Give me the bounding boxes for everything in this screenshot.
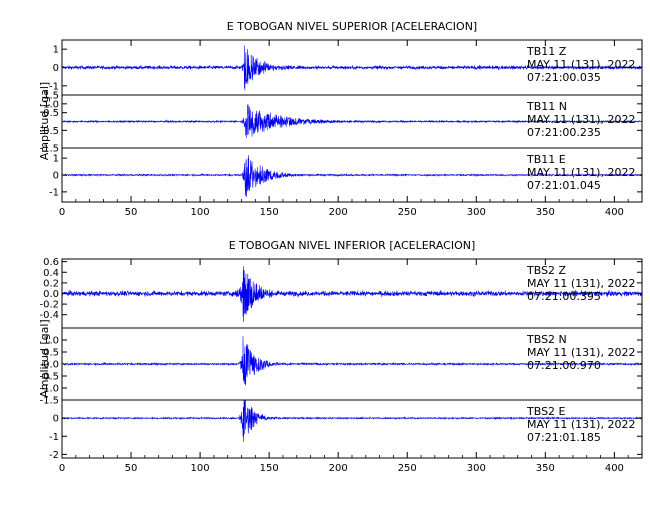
y-tick-label: 1.5 bbox=[43, 91, 59, 102]
station-label-line-2: MAY 11 (131), 2022 bbox=[527, 418, 635, 431]
station-label-line-3: 07:21:00.235 bbox=[527, 126, 601, 139]
station-label-line-3: 07:21:01.045 bbox=[527, 179, 601, 192]
x-tick-label: 50 bbox=[125, 207, 138, 218]
y-tick-label: 0.0 bbox=[43, 360, 59, 371]
y-tick-label: -0.5 bbox=[39, 372, 59, 383]
trace-z bbox=[61, 266, 643, 322]
x-tick-label: 100 bbox=[191, 463, 210, 474]
station-label-line-1: TB11 N bbox=[526, 100, 567, 113]
y-tick-label: -1.5 bbox=[39, 144, 59, 155]
x-tick-label: 300 bbox=[467, 463, 486, 474]
x-tick-label: 400 bbox=[605, 207, 624, 218]
x-tick-label: 250 bbox=[398, 463, 417, 474]
y-tick-label: 1.0 bbox=[43, 336, 59, 347]
y-tick-label: -0.2 bbox=[39, 300, 59, 311]
chart-title: E TOBOGAN NIVEL INFERIOR [ACELERACION] bbox=[229, 239, 476, 252]
trace-e bbox=[61, 155, 643, 197]
x-tick-label: 150 bbox=[260, 463, 279, 474]
station-label-line-3: 07:21:00.395 bbox=[527, 290, 601, 303]
y-tick-label: -1 bbox=[49, 432, 59, 443]
station-label-line-1: TB11 E bbox=[526, 153, 566, 166]
y-axis-label: Amplitud [gal] bbox=[38, 319, 51, 397]
station-label-line-3: 07:21:01.185 bbox=[527, 431, 601, 444]
y-tick-label: 0 bbox=[53, 63, 59, 74]
x-tick-label: 200 bbox=[329, 463, 348, 474]
trace-e bbox=[61, 399, 643, 442]
x-tick-label: 150 bbox=[260, 207, 279, 218]
station-label-line-2: MAY 11 (131), 2022 bbox=[527, 346, 635, 359]
station-label-line-2: MAY 11 (131), 2022 bbox=[527, 166, 635, 179]
y-tick-label: -1 bbox=[49, 81, 59, 92]
x-tick-label: 50 bbox=[125, 463, 138, 474]
y-tick-label: 0.4 bbox=[43, 268, 59, 279]
x-tick-label: 350 bbox=[536, 463, 555, 474]
y-tick-label: 0.6 bbox=[43, 257, 59, 268]
y-tick-label: -0.5 bbox=[39, 126, 59, 137]
y-tick-label: -2 bbox=[49, 450, 59, 461]
station-label-line-2: MAY 11 (131), 2022 bbox=[527, 113, 635, 126]
station-label-line-2: MAY 11 (131), 2022 bbox=[527, 58, 635, 71]
y-tick-label: 0 bbox=[53, 171, 59, 182]
y-tick-label: -1.5 bbox=[39, 396, 59, 407]
y-tick-label: -0.4 bbox=[39, 310, 59, 321]
x-tick-label: 0 bbox=[59, 207, 65, 218]
y-tick-label: 0.0 bbox=[43, 289, 59, 300]
x-tick-label: 400 bbox=[605, 463, 624, 474]
y-axis-label: Amplitud [gal] bbox=[38, 82, 51, 160]
y-tick-label: -1.0 bbox=[39, 384, 59, 395]
trace-z bbox=[61, 45, 643, 91]
y-tick-label: 1 bbox=[53, 45, 59, 56]
station-label-line-1: TBS2 N bbox=[526, 333, 567, 346]
station-label-line-3: 07:21:00.970 bbox=[527, 359, 601, 372]
chart-title: E TOBOGAN NIVEL SUPERIOR [ACELERACION] bbox=[227, 20, 477, 33]
y-tick-label: 0.5 bbox=[43, 108, 59, 119]
y-tick-label: 0 bbox=[53, 414, 59, 425]
x-tick-label: 0 bbox=[59, 463, 65, 474]
station-label-line-1: TB11 Z bbox=[526, 45, 567, 58]
station-label-line-3: 07:21:00.035 bbox=[527, 71, 601, 84]
x-tick-label: 100 bbox=[191, 207, 210, 218]
trace-n bbox=[61, 104, 643, 138]
y-tick-label: 0.2 bbox=[43, 278, 59, 289]
x-tick-label: 350 bbox=[536, 207, 555, 218]
x-tick-label: 250 bbox=[398, 207, 417, 218]
y-tick-label: 1.0 bbox=[43, 99, 59, 110]
y-tick-label: 0.5 bbox=[43, 348, 59, 359]
y-tick-label: 1 bbox=[53, 154, 59, 165]
trace-n bbox=[61, 336, 643, 386]
station-label-line-1: TBS2 Z bbox=[526, 264, 567, 277]
station-label-line-1: TBS2 E bbox=[526, 405, 566, 418]
station-label-line-2: MAY 11 (131), 2022 bbox=[527, 277, 635, 290]
x-tick-label: 300 bbox=[467, 207, 486, 218]
y-tick-label: -1 bbox=[49, 187, 59, 198]
x-tick-label: 200 bbox=[329, 207, 348, 218]
